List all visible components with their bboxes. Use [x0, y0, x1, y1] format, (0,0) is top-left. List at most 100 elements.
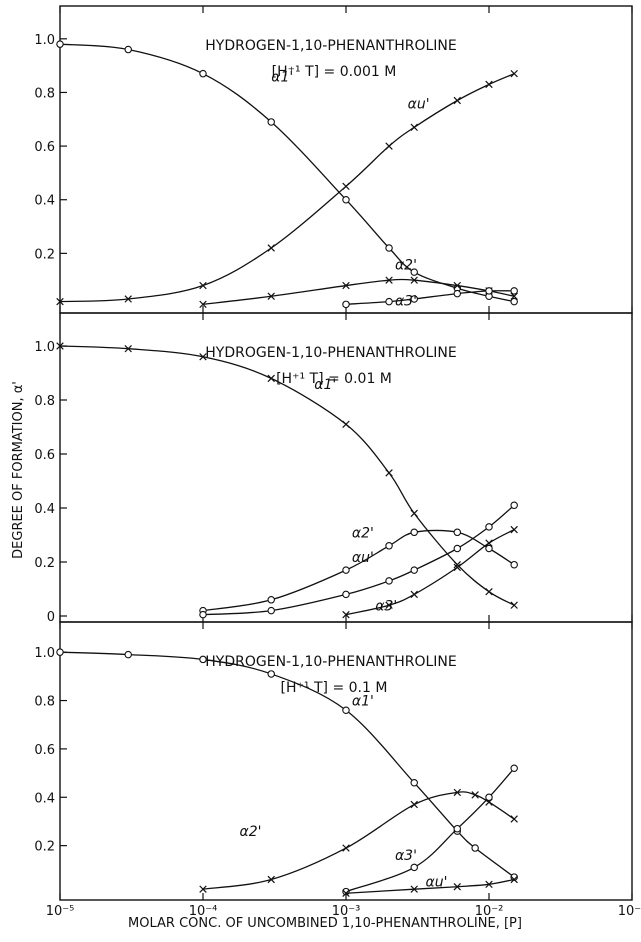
data-point-circle: [410, 863, 418, 872]
data-point-cross: [124, 295, 132, 303]
data-point-circle: [199, 610, 207, 619]
data-point-cross: [342, 610, 350, 619]
data-point-cross: [453, 563, 462, 572]
data-point-cross: [510, 601, 518, 609]
y-tick-label: 1.0: [34, 33, 55, 48]
data-point-cross: [485, 80, 493, 89]
data-point-cross: [453, 883, 462, 891]
data-point-circle: [510, 287, 518, 295]
data-point-cross: [385, 469, 393, 477]
series-line: [345, 767, 515, 893]
data-point-cross: [56, 342, 64, 350]
series-label: α3': [395, 294, 417, 310]
x-tick-label: 10⁻²: [475, 904, 504, 919]
data-point-cross: [485, 587, 493, 596]
series-label: α1': [271, 70, 293, 86]
x-tick-label: 10⁻¹: [618, 904, 641, 919]
y-tick-label: 1.0: [34, 646, 55, 661]
data-point-circle: [453, 528, 462, 537]
data-point-circle: [385, 577, 393, 585]
data-point-cross: [453, 281, 462, 290]
y-tick-label: 0.8: [34, 86, 55, 101]
data-point-circle: [453, 289, 462, 298]
data-point-cross: [124, 344, 132, 353]
data-point-cross: [410, 276, 418, 284]
data-point-cross: [410, 509, 418, 518]
y-tick-label: 0.4: [34, 791, 55, 806]
data-point-cross: [510, 292, 518, 300]
data-point-cross: [471, 791, 479, 799]
series-label: α1': [314, 377, 336, 393]
data-point-circle: [485, 793, 493, 802]
y-tick-label: 0.8: [34, 394, 55, 409]
data-point-cross: [267, 292, 275, 300]
data-point-circle: [410, 295, 418, 303]
data-point-circle: [342, 566, 350, 574]
data-point-cross: [342, 844, 350, 852]
data-point-circle: [385, 244, 393, 252]
series-line: [59, 73, 515, 303]
data-point-cross: [510, 69, 518, 78]
data-point-cross: [199, 281, 207, 290]
data-point-cross: [342, 889, 350, 897]
x-axis-label: MOLAR CONC. OF UNCOMBINED 1,10-PHENANTHR…: [128, 916, 522, 931]
data-point-circle: [385, 297, 393, 306]
x-tick-label: 10⁻⁵: [46, 904, 75, 919]
data-point-circle: [342, 195, 350, 204]
data-point-cross: [342, 182, 350, 191]
y-tick-label: 0.6: [34, 743, 55, 758]
y-tick-label: 0.6: [34, 140, 55, 155]
x-tick-label: 10⁻³: [332, 904, 361, 919]
data-point-cross: [199, 353, 207, 361]
data-point-cross: [510, 815, 518, 823]
series-label: α2': [352, 526, 374, 542]
data-point-cross: [199, 300, 207, 309]
y-tick-label: 1.0: [34, 340, 55, 355]
y-axis-label: DEGREE OF FORMATION, α': [11, 381, 26, 559]
data-point-circle: [342, 300, 350, 309]
data-point-cross: [342, 281, 350, 290]
data-point-circle: [410, 268, 418, 276]
data-point-circle: [124, 650, 132, 659]
data-point-cross: [410, 123, 418, 132]
data-point-cross: [342, 420, 350, 429]
data-point-circle: [124, 45, 132, 54]
data-point-cross: [267, 875, 275, 884]
data-point-circle: [56, 40, 64, 48]
data-point-cross: [485, 880, 493, 889]
data-point-cross: [510, 525, 518, 534]
data-point-circle: [510, 501, 518, 510]
data-point-circle: [510, 297, 518, 306]
data-point-cross: [267, 374, 275, 383]
y-tick-label: 0.2: [34, 840, 55, 855]
data-point-circle: [56, 648, 64, 656]
y-tick-label: 0.6: [34, 448, 55, 463]
data-point-cross: [510, 875, 518, 884]
series-line: [345, 529, 515, 616]
data-point-cross: [385, 276, 393, 284]
series-line: [59, 43, 515, 303]
panel-title: HYDROGEN-1,10-PHENANTHROLINE: [205, 38, 456, 54]
series-label: αu': [426, 875, 448, 891]
series-label: α3': [395, 848, 417, 864]
data-point-cross: [56, 297, 64, 306]
data-point-circle: [410, 779, 418, 787]
series-label: α2': [395, 257, 417, 273]
data-point-cross: [410, 590, 418, 599]
data-point-circle: [199, 655, 207, 664]
data-point-circle: [510, 560, 518, 569]
series-label: α3': [375, 599, 397, 615]
data-point-cross: [199, 885, 207, 893]
data-point-circle: [385, 542, 393, 550]
series-line: [202, 791, 515, 890]
data-point-cross: [485, 539, 493, 547]
y-tick-label: 0.4: [34, 194, 55, 209]
data-point-cross: [385, 142, 393, 150]
data-point-circle: [342, 706, 350, 714]
panel-title: HYDROGEN-1,10-PHENANTHROLINE: [205, 654, 456, 670]
y-tick-label: 0.8: [34, 695, 55, 710]
data-point-circle: [485, 287, 493, 295]
data-point-circle: [199, 69, 207, 78]
data-point-cross: [410, 885, 418, 893]
